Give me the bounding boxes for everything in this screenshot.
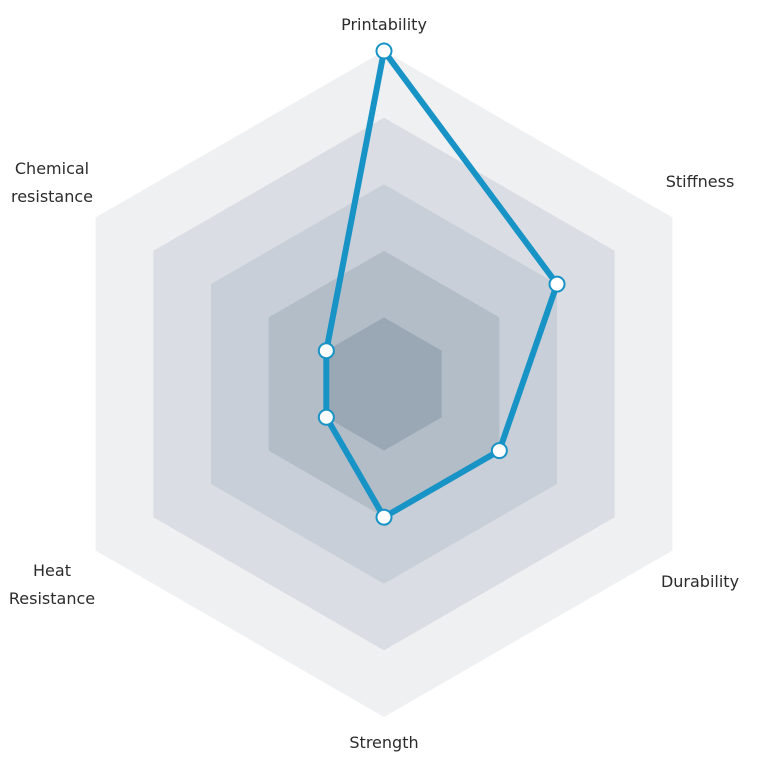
data-point-chemical-resistance: [317, 342, 335, 360]
data-point-stiffness: [548, 275, 566, 293]
axis-label-line: resistance: [11, 187, 93, 206]
radar-grid: [95, 51, 673, 717]
axis-label-line: Heat: [33, 561, 71, 580]
data-point-printability: [375, 42, 393, 60]
data-point-strength: [375, 508, 393, 526]
axis-labels: Printability Stiffness Durability Strength H…: [9, 15, 739, 752]
radar-series: [317, 42, 566, 526]
axis-label-chemical-resistance: Chemical resistance: [11, 159, 93, 206]
data-point-heat-resistance: [317, 408, 335, 426]
axis-label-stiffness: Stiffness: [666, 172, 735, 191]
axis-label-heat-resistance: Heat Resistance: [9, 561, 95, 608]
axis-label-line: Chemical: [15, 159, 89, 178]
axis-label-line: Stiffness: [666, 172, 735, 191]
axis-label-durability: Durability: [661, 572, 739, 591]
axis-label-strength: Strength: [349, 733, 418, 752]
axis-label-line: Durability: [661, 572, 739, 591]
data-point-durability: [490, 442, 508, 460]
grid-band-level-1: [326, 317, 442, 451]
axis-label-line: Printability: [341, 15, 427, 34]
axis-label-line: Strength: [349, 733, 418, 752]
axis-label-printability: Printability: [341, 15, 427, 34]
axis-label-line: Resistance: [9, 589, 95, 608]
